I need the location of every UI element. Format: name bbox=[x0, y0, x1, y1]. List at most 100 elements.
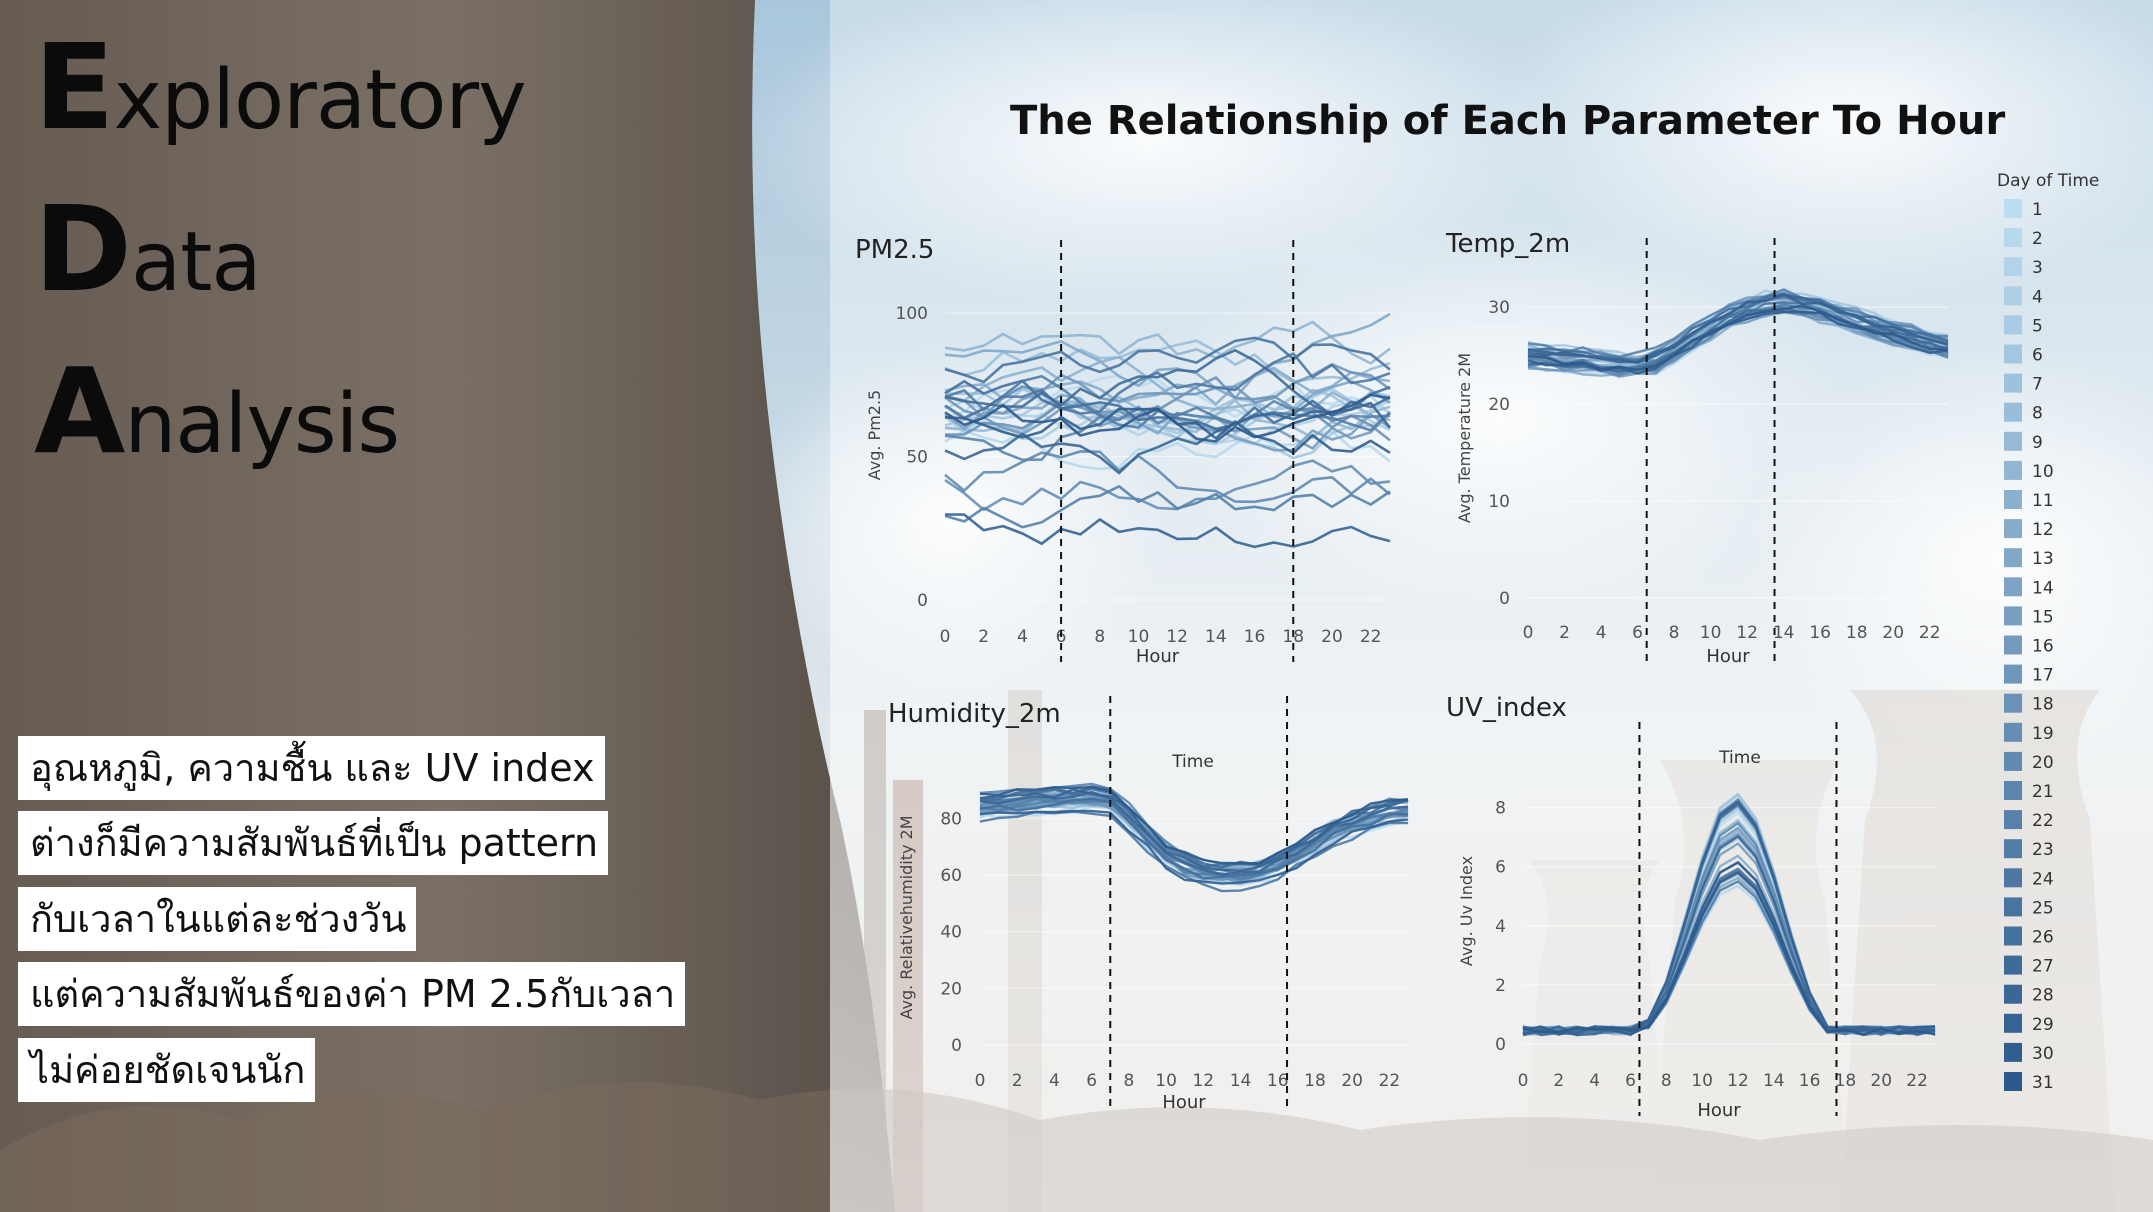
x-tick-label: 12 bbox=[1727, 1071, 1749, 1091]
legend-swatch-day-17 bbox=[2004, 664, 2022, 684]
y-tick-label: 50 bbox=[906, 448, 928, 468]
series-line-day-29 bbox=[1527, 293, 1949, 364]
x-tick-label: 6 bbox=[1632, 623, 1643, 643]
legend-label-day-11: 11 bbox=[2032, 491, 2054, 511]
x-tick-label: 2 bbox=[1553, 1071, 1564, 1091]
note-line: กับเวลาในแต่ละช่วงวัน bbox=[18, 887, 417, 951]
legend-swatch-day-8 bbox=[2004, 402, 2022, 422]
legend-swatch-day-6 bbox=[2004, 344, 2022, 364]
chart-title: Humidity_2m bbox=[888, 699, 1061, 729]
series-line-day-6 bbox=[944, 399, 1391, 460]
legend-label-day-27: 27 bbox=[2032, 957, 2054, 977]
legend-label-day-28: 28 bbox=[2032, 986, 2054, 1006]
x-tick-label: 22 bbox=[1379, 1071, 1401, 1091]
legend-label-day-4: 4 bbox=[2032, 287, 2043, 307]
legend-swatch-day-31 bbox=[2004, 1072, 2022, 1091]
chart-panel-temp-2m: 0 10 20 30 0 2 4 6 8 10 12 14 16 18 20 22 Temp_2m Hour Avg… bbox=[1445, 229, 1949, 667]
series-line-day-18 bbox=[945, 376, 1391, 442]
legend-label-day-23: 23 bbox=[2032, 840, 2054, 860]
series-line-day-2 bbox=[1522, 884, 1936, 1036]
series-line-day-20 bbox=[1522, 822, 1936, 1037]
x-tick-label: 16 bbox=[1244, 627, 1266, 647]
series-line-day-27 bbox=[1522, 861, 1936, 1036]
x-tick-label: 6 bbox=[1086, 1071, 1097, 1091]
x-tick-label: 4 bbox=[1049, 1071, 1060, 1091]
x-tick-label: 4 bbox=[1589, 1071, 1600, 1091]
series-line-day-30 bbox=[979, 809, 1409, 885]
x-tick-label: 12 bbox=[1166, 627, 1188, 647]
legend-label-day-10: 10 bbox=[2032, 462, 2054, 482]
y-tick-label: 0 bbox=[917, 591, 928, 611]
legend-label-day-17: 17 bbox=[2032, 666, 2054, 686]
legend-swatch-day-22 bbox=[2004, 810, 2022, 830]
legend-title: Day of Time bbox=[1997, 171, 2099, 191]
x-tick-label: 10 bbox=[1128, 627, 1150, 647]
series-line-day-4 bbox=[1522, 818, 1936, 1035]
legend-label-day-31: 31 bbox=[2032, 1073, 2054, 1093]
legend-swatch-day-27 bbox=[2004, 955, 2022, 975]
x-tick-label: 0 bbox=[1523, 623, 1534, 643]
x-tick-label: 22 bbox=[1360, 627, 1382, 647]
x-tick-label: 2 bbox=[1012, 1071, 1023, 1091]
legend-swatch-day-16 bbox=[2004, 635, 2022, 655]
legend-swatch-day-7 bbox=[2004, 373, 2022, 393]
y-axis-label: Avg. Temperature 2M bbox=[1455, 353, 1474, 523]
x-tick-label: 16 bbox=[1809, 623, 1831, 643]
legend-label-day-1: 1 bbox=[2032, 200, 2043, 220]
legend-label-day-26: 26 bbox=[2032, 928, 2054, 948]
series-line-day-13 bbox=[1522, 876, 1936, 1036]
x-axis-label: Hour bbox=[1136, 646, 1180, 667]
note-line: ไม่ค่อยชัดเจนนัก bbox=[18, 1038, 316, 1102]
y-tick-label: 10 bbox=[1488, 492, 1510, 512]
series-line-day-31 bbox=[1527, 304, 1949, 372]
legend-label-day-19: 19 bbox=[2032, 724, 2054, 744]
legend-label-day-15: 15 bbox=[2032, 607, 2054, 627]
legend-label-day-21: 21 bbox=[2032, 782, 2054, 802]
x-tick-label: 18 bbox=[1846, 623, 1868, 643]
x-tick-label: 14 bbox=[1773, 623, 1795, 643]
legend-label-day-14: 14 bbox=[2032, 578, 2054, 598]
legend-swatch-day-1 bbox=[2004, 199, 2022, 218]
y-axis-label: Avg. Uv Index bbox=[1457, 856, 1476, 966]
legend-swatch-day-9 bbox=[2004, 431, 2022, 451]
x-tick-label: 18 bbox=[1835, 1071, 1857, 1091]
series-line-day-14 bbox=[944, 380, 1391, 435]
series-line-day-9 bbox=[1522, 819, 1936, 1037]
y-axis-label: Avg. Pm2.5 bbox=[865, 390, 884, 480]
series-line-day-25 bbox=[944, 336, 1391, 384]
note-line: อุณหภูมิ, ความชื้น และ UV index bbox=[18, 736, 605, 800]
legend-label-day-5: 5 bbox=[2032, 316, 2043, 336]
series-line-day-20 bbox=[944, 450, 1391, 504]
x-tick-label: 14 bbox=[1205, 627, 1227, 647]
series-line-day-9 bbox=[944, 395, 1391, 440]
chart-title: UV_index bbox=[1446, 693, 1567, 723]
legend-swatch-day-5 bbox=[2004, 315, 2022, 335]
x-axis-label: Hour bbox=[1697, 1100, 1741, 1121]
chart-panel-uv-index: 0 2 4 6 8 0 2 4 6 8 10 12 14 16 18 20 22 UV_index Time Hour… bbox=[1446, 693, 1936, 1121]
legend-swatch-day-25 bbox=[2004, 897, 2022, 917]
legend-label-day-16: 16 bbox=[2032, 637, 2054, 657]
series-line-day-28 bbox=[979, 790, 1409, 876]
series-line-day-8 bbox=[944, 339, 1391, 384]
chart-title: Temp_2m bbox=[1445, 229, 1570, 259]
y-tick-label: 80 bbox=[940, 809, 962, 829]
x-tick-label: 18 bbox=[1304, 1071, 1326, 1091]
y-tick-label: 20 bbox=[1488, 395, 1510, 415]
legend-label-day-12: 12 bbox=[2032, 520, 2054, 540]
series-line-day-27 bbox=[944, 349, 1391, 417]
y-tick-label: 6 bbox=[1495, 858, 1506, 878]
x-tick-label: 0 bbox=[1518, 1071, 1529, 1091]
x-axis-label: Hour bbox=[1706, 646, 1750, 667]
x-tick-label: 20 bbox=[1882, 623, 1904, 643]
legend-swatch-day-28 bbox=[2004, 984, 2022, 1004]
legend-swatch-day-19 bbox=[2004, 722, 2022, 742]
legend-label-day-29: 29 bbox=[2032, 1015, 2054, 1035]
legend-swatch-day-14 bbox=[2004, 577, 2022, 597]
chart-subtitle: Time bbox=[1718, 748, 1761, 768]
legend-swatch-day-26 bbox=[2004, 926, 2022, 946]
x-tick-label: 8 bbox=[1123, 1071, 1134, 1091]
y-tick-label: 2 bbox=[1495, 976, 1506, 996]
x-tick-label: 4 bbox=[1596, 623, 1607, 643]
series-line-day-31 bbox=[979, 785, 1409, 865]
